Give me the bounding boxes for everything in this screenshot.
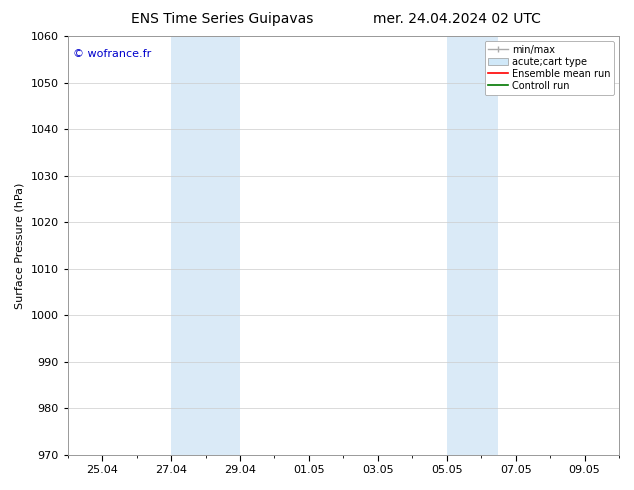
Bar (447, 36, 498, 455)
Y-axis label: Surface Pressure (hPa): Surface Pressure (hPa) (15, 182, 25, 309)
Text: ENS Time Series Guipavas: ENS Time Series Guipavas (131, 12, 313, 26)
Legend: min/max, acute;cart type, Ensemble mean run, Controll run: min/max, acute;cart type, Ensemble mean … (484, 41, 614, 95)
Text: © wofrance.fr: © wofrance.fr (73, 49, 152, 59)
Bar (171, 36, 240, 455)
Text: mer. 24.04.2024 02 UTC: mer. 24.04.2024 02 UTC (373, 12, 540, 26)
